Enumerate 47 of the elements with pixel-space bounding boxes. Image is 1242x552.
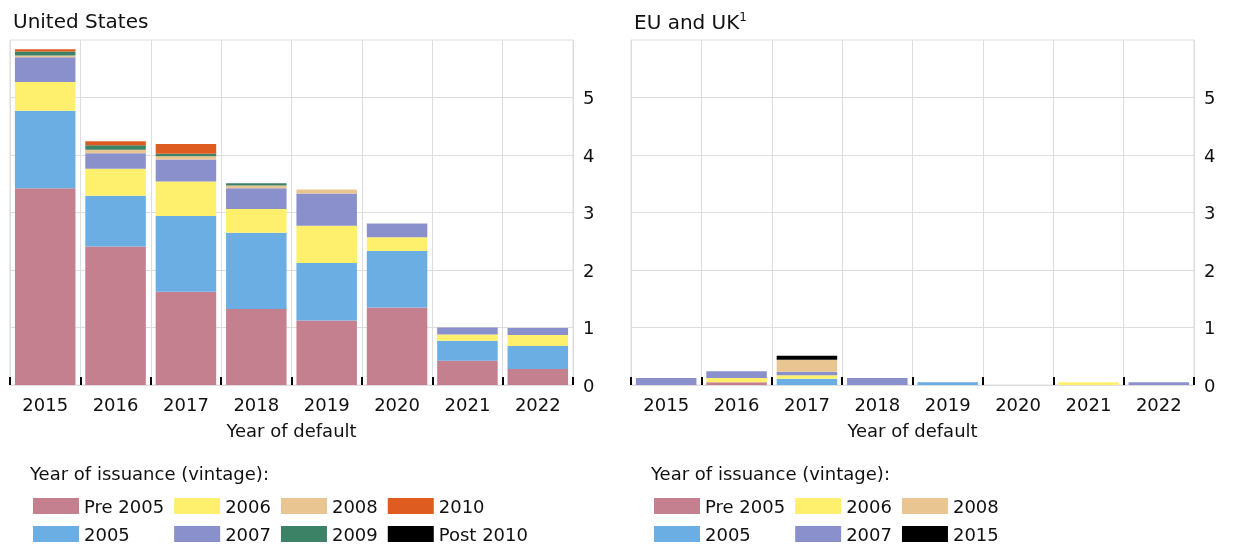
x-axis-title: Year of default (225, 419, 357, 441)
y-tick-label: 5 (1204, 87, 1216, 108)
x-tick-label: 2015 (643, 393, 690, 415)
x-tick-label: 2017 (163, 393, 209, 415)
y-tick-label: 4 (1204, 144, 1216, 166)
legend-label: 2009 (331, 523, 378, 545)
legend-label: Pre 2005 (705, 495, 786, 517)
legend-label: 2005 (705, 523, 751, 545)
legend-label: 2010 (438, 495, 485, 517)
x-tick-label: 2016 (92, 393, 139, 415)
x-tick-label: 2022 (1135, 393, 1182, 415)
x-tick-label: 2018 (233, 393, 280, 415)
y-tick-label: 2 (1204, 259, 1216, 281)
legend-title: Year of issuance (vintage): (650, 462, 890, 484)
y-tick-label: 3 (583, 202, 595, 223)
chart-title: United States (13, 9, 149, 33)
legend-label: 2008 (331, 495, 378, 517)
x-tick-label: 2021 (1065, 393, 1112, 415)
x-tick-label: 2016 (713, 393, 760, 415)
y-tick-label: 3 (1204, 202, 1216, 223)
x-tick-label: 2017 (784, 393, 830, 415)
y-tick-label: 0 (583, 374, 595, 396)
x-tick-label: 2019 (924, 393, 971, 415)
legend-label: 2007 (846, 523, 892, 545)
legend-label: 2007 (225, 523, 271, 545)
x-tick-label: 2020 (374, 393, 420, 415)
legend-label: 2008 (952, 495, 999, 517)
legend-title: Year of issuance (vintage): (29, 462, 269, 484)
legend-label: Post 2010 (438, 523, 528, 545)
y-tick-label: 1 (583, 317, 595, 338)
x-axis-title: Year of default (846, 419, 978, 441)
x-tick-label: 2020 (995, 393, 1041, 415)
x-tick-label: 2022 (514, 393, 561, 415)
y-tick-label: 1 (1204, 317, 1216, 338)
y-tick-label: 0 (1204, 374, 1216, 396)
legend-label: 2006 (846, 495, 892, 517)
legend-label: 2005 (84, 523, 130, 545)
legend-label: 2006 (225, 495, 271, 517)
x-tick-label: 2015 (22, 393, 69, 415)
y-tick-label: 4 (583, 144, 595, 166)
legend-label: 2015 (952, 523, 999, 545)
x-tick-label: 2018 (854, 393, 901, 415)
y-tick-label: 5 (583, 87, 595, 108)
x-tick-label: 2019 (303, 393, 350, 415)
legend-label: Pre 2005 (84, 495, 165, 517)
y-tick-label: 2 (583, 259, 595, 281)
x-tick-label: 2021 (444, 393, 491, 415)
